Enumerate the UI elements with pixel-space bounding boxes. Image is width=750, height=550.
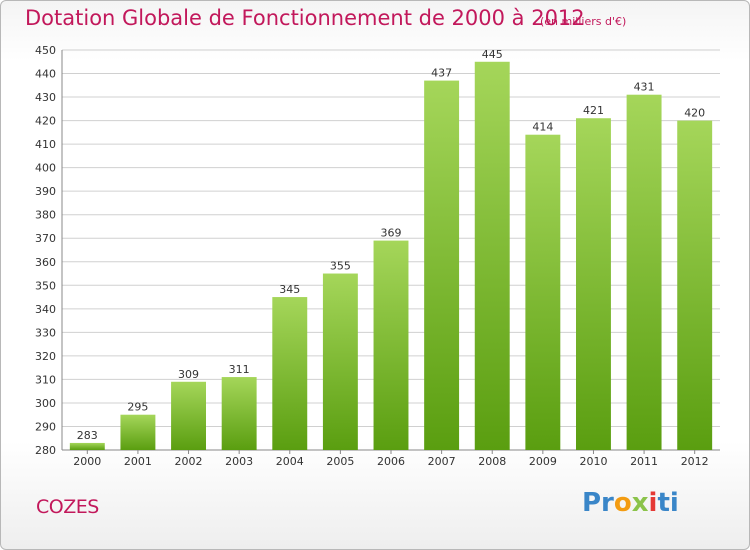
- y-tick-label: 300: [35, 397, 56, 410]
- bar-value-label: 445: [482, 48, 503, 61]
- x-tick-label: 2010: [579, 455, 607, 468]
- bar-value-label: 295: [127, 401, 148, 414]
- bar: [373, 240, 409, 450]
- bar-value-label: 420: [684, 107, 705, 120]
- bars: [69, 61, 713, 451]
- y-tick-label: 340: [35, 303, 56, 316]
- bar: [575, 118, 611, 450]
- y-tick-label: 310: [35, 373, 56, 386]
- bar: [525, 134, 561, 451]
- y-tick-label: 430: [35, 91, 56, 104]
- y-tick-label: 450: [35, 44, 56, 57]
- x-tick-label: 2009: [529, 455, 557, 468]
- chart-title: Dotation Globale de Fonctionnement de 20…: [25, 6, 585, 30]
- y-tick-label: 380: [35, 209, 56, 222]
- x-tick-label: 2007: [428, 455, 456, 468]
- x-tick-label: 2002: [175, 455, 203, 468]
- y-tick-label: 370: [35, 232, 56, 245]
- bar: [171, 381, 207, 450]
- bar: [626, 94, 662, 451]
- x-tick-label: 2003: [225, 455, 253, 468]
- bar-value-label: 345: [279, 283, 300, 296]
- x-tick-label: 2004: [276, 455, 304, 468]
- x-tick-label: 2005: [326, 455, 354, 468]
- bar-value-label: 431: [634, 81, 655, 94]
- bar-value-label: 355: [330, 260, 351, 273]
- x-tick-label: 2006: [377, 455, 405, 468]
- logo-part: o: [613, 488, 632, 518]
- y-tick-label: 420: [35, 115, 56, 128]
- logo-part: ti: [657, 488, 679, 518]
- logo-part: Pr: [582, 488, 614, 518]
- y-tick-label: 360: [35, 256, 56, 269]
- y-tick-label: 400: [35, 162, 56, 175]
- y-tick-label: 440: [35, 68, 56, 81]
- y-tick-label: 280: [35, 444, 56, 457]
- proxiti-logo: Proxiti: [582, 488, 679, 518]
- y-tick-label: 410: [35, 138, 56, 151]
- bar: [69, 442, 105, 450]
- bar: [120, 414, 156, 450]
- x-tick-label: 2000: [73, 455, 101, 468]
- bar-value-label: 437: [431, 67, 452, 80]
- bar-value-label: 414: [532, 121, 553, 134]
- bar-value-label: 421: [583, 104, 604, 117]
- bar: [272, 297, 308, 450]
- labels: 283 295 309 311 345 355 369 437 445 414 421 431 420: [77, 48, 705, 442]
- bar: [424, 80, 460, 451]
- bar-value-label: 311: [229, 363, 250, 376]
- bar-value-label: 283: [77, 429, 98, 442]
- logo-part: x: [631, 488, 649, 518]
- y-tick-label: 330: [35, 326, 56, 339]
- y-tick-label: 350: [35, 279, 56, 292]
- y-tick-label: 390: [35, 185, 56, 198]
- bar-value-label: 369: [381, 227, 402, 240]
- y-tick-label: 290: [35, 420, 56, 433]
- x-tick-label: 2001: [124, 455, 152, 468]
- bar: [677, 120, 713, 451]
- bar-value-label: 309: [178, 368, 199, 381]
- y-tick-label: 320: [35, 350, 56, 363]
- logo-part: i: [648, 488, 658, 518]
- axes: 280 290 300 310 320 330 340 350 360 370 380 390 400 4…: [35, 44, 720, 468]
- x-tick-label: 2012: [681, 455, 709, 468]
- chart-subtitle: (en milliers d'€): [540, 15, 627, 28]
- x-tick-label: 2011: [630, 455, 658, 468]
- bar: [322, 273, 358, 450]
- bar: [474, 61, 510, 450]
- commune-name: COZES: [36, 496, 99, 518]
- bar: [221, 377, 257, 450]
- x-tick-label: 2008: [478, 455, 506, 468]
